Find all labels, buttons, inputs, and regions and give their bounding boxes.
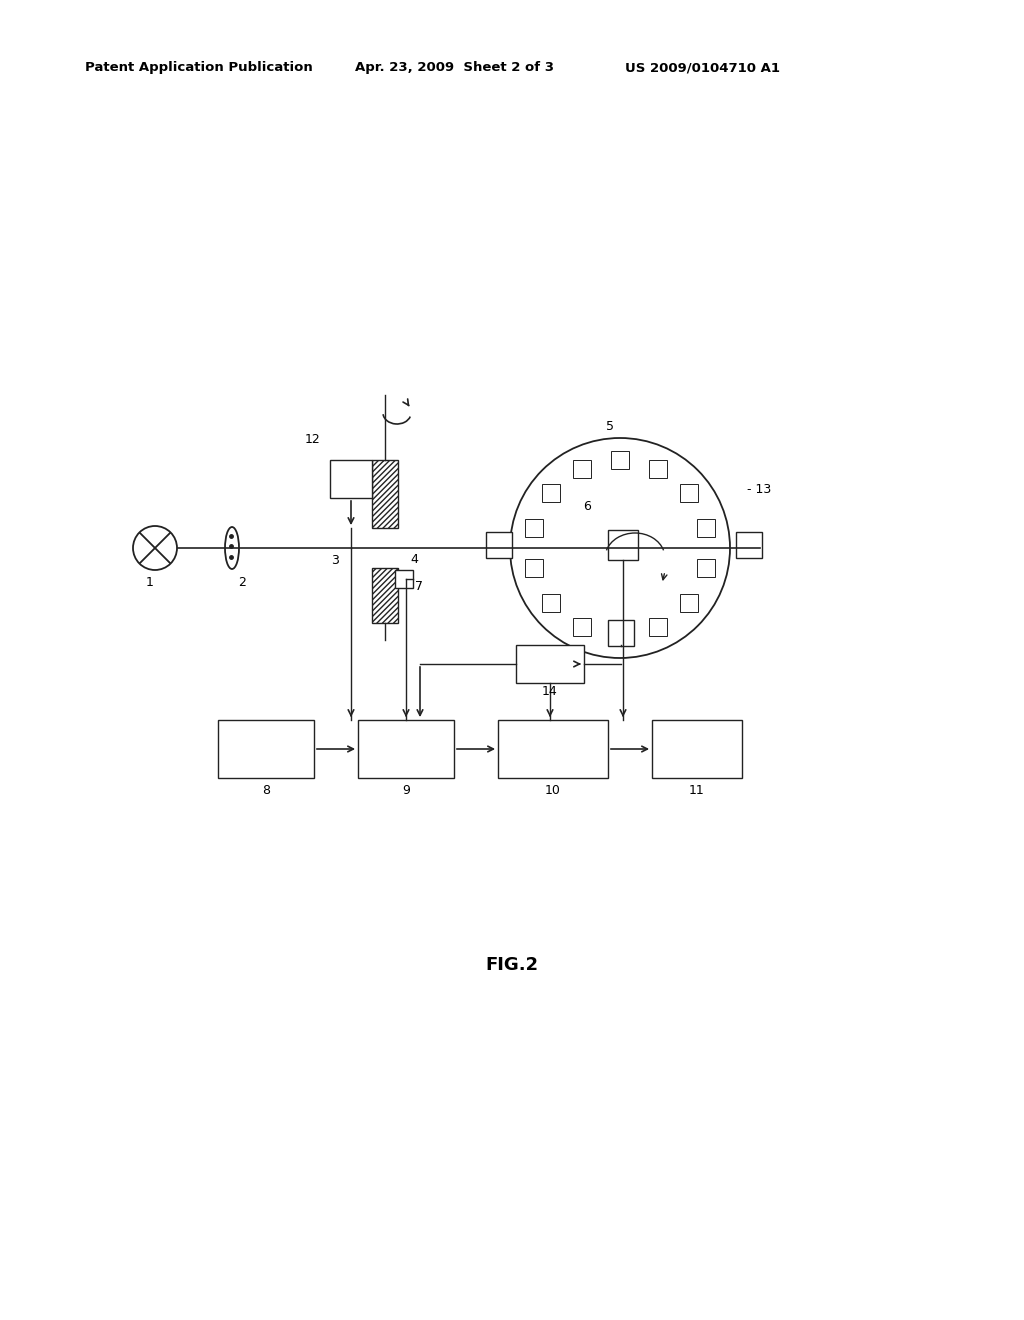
Bar — [372, 459, 398, 528]
Text: 6: 6 — [583, 500, 591, 513]
Bar — [649, 459, 668, 478]
Text: Patent Application Publication: Patent Application Publication — [85, 62, 312, 74]
Text: 1: 1 — [146, 576, 154, 589]
Text: 10: 10 — [545, 784, 561, 797]
Bar — [525, 519, 543, 537]
Bar — [542, 594, 560, 612]
Text: FIG.2: FIG.2 — [485, 956, 539, 974]
Bar — [611, 451, 629, 469]
Bar — [611, 627, 629, 645]
Bar — [696, 519, 715, 537]
Text: 2: 2 — [238, 576, 246, 589]
Text: 9: 9 — [402, 784, 410, 797]
Bar — [330, 459, 372, 498]
Bar — [649, 618, 668, 636]
Text: 4: 4 — [410, 553, 418, 566]
Bar — [680, 484, 697, 502]
Bar — [652, 719, 742, 777]
Bar — [572, 459, 591, 478]
Text: 7: 7 — [415, 579, 423, 593]
Text: 3: 3 — [331, 554, 339, 568]
Text: US 2009/0104710 A1: US 2009/0104710 A1 — [625, 62, 780, 74]
Bar — [608, 531, 638, 560]
Bar — [736, 532, 762, 558]
Bar — [608, 620, 634, 645]
Bar — [372, 568, 398, 623]
Text: 14: 14 — [542, 685, 558, 698]
Text: - 13: - 13 — [746, 483, 771, 496]
Bar — [218, 719, 314, 777]
Bar — [516, 645, 584, 682]
Bar — [525, 558, 543, 577]
Bar — [680, 594, 697, 612]
Bar — [696, 558, 715, 577]
Text: 11: 11 — [689, 784, 705, 797]
Text: 8: 8 — [262, 784, 270, 797]
Bar — [498, 719, 608, 777]
Bar — [395, 570, 413, 587]
Bar — [486, 532, 512, 558]
Bar — [358, 719, 454, 777]
Bar — [542, 484, 560, 502]
Text: 5: 5 — [606, 420, 614, 433]
Text: Apr. 23, 2009  Sheet 2 of 3: Apr. 23, 2009 Sheet 2 of 3 — [355, 62, 554, 74]
Bar — [572, 618, 591, 636]
Text: 12: 12 — [305, 433, 321, 446]
